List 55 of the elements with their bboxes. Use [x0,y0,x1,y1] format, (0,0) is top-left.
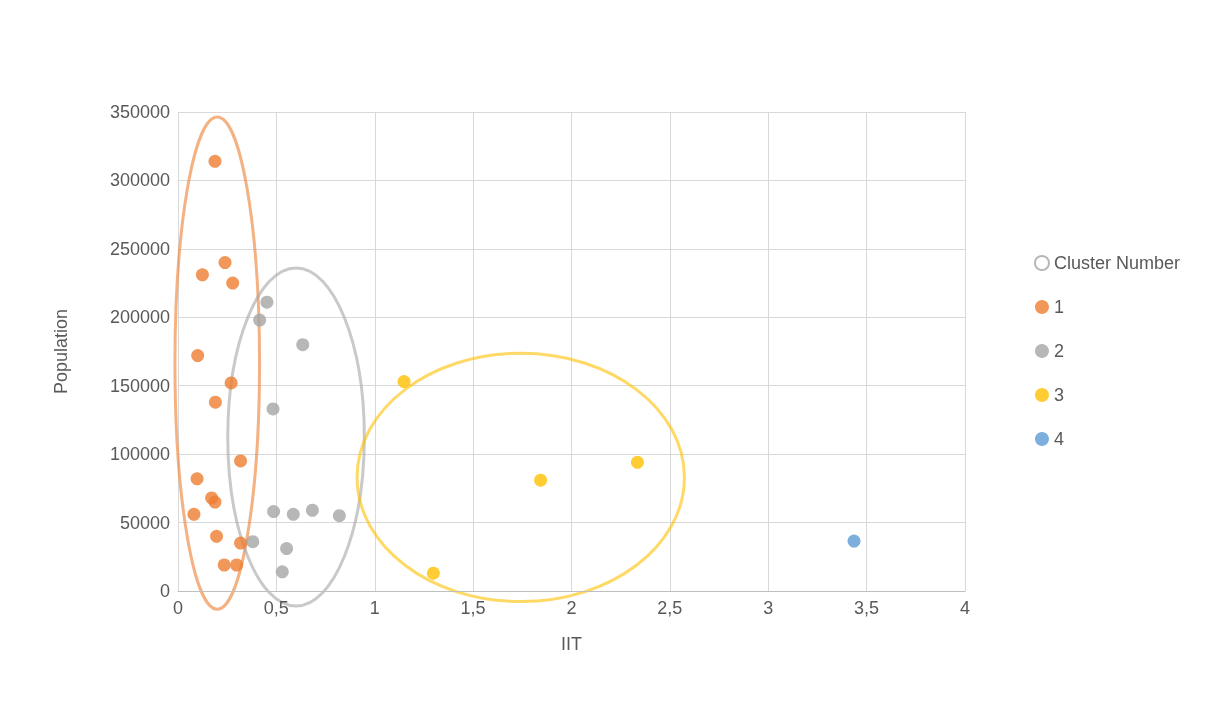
point [305,503,319,517]
x-tick-label: 2,5 [657,598,683,618]
point [275,565,289,579]
y-tick-label: 150000 [109,375,170,396]
x-tick-label: 2 [566,598,577,618]
y-axis-title: Population [51,308,71,395]
point [234,454,248,468]
point [286,507,300,521]
x-tick-label: 3 [763,598,774,618]
y-tick-label: 50000 [119,512,170,533]
x-tick-label: 1,5 [460,598,486,618]
point [630,455,644,469]
point [266,402,280,416]
point [397,375,411,389]
point [332,509,346,523]
point [190,472,204,486]
y-tick-label: 250000 [109,238,170,259]
point [267,505,281,519]
point [534,473,548,487]
legend-label: 1 [1053,297,1064,317]
x-tick-label: 3,5 [854,598,880,618]
point [230,558,244,572]
legend-label: 2 [1053,341,1064,361]
point [226,276,240,290]
point [253,313,267,327]
legend-label: Cluster Number [1053,253,1181,273]
x-tick-label: 0 [172,598,184,618]
point [234,536,248,550]
point [208,395,222,409]
point [847,534,861,548]
y-tick-label: 200000 [109,307,170,328]
x-tick-label: 4 [959,598,971,618]
legend-label: 4 [1053,429,1064,449]
point [208,154,222,168]
y-tick-label: 350000 [109,102,170,122]
x-tick-label: 0,5 [263,598,289,618]
y-tick-label: 300000 [109,170,170,191]
legend-label: 3 [1053,385,1064,405]
point [195,268,209,282]
x-tick-label: 1 [369,598,380,618]
point [224,376,238,390]
point [191,349,205,363]
point [210,529,224,543]
point [187,507,201,521]
point [280,542,294,556]
point [426,566,440,580]
point [208,495,222,509]
point [246,535,260,549]
point [217,558,231,572]
point [296,338,310,352]
y-tick-label: 0 [159,581,170,601]
x-axis-title: IIT [561,634,582,654]
point [218,256,232,270]
y-tick-label: 100000 [109,444,170,465]
point [260,295,274,309]
